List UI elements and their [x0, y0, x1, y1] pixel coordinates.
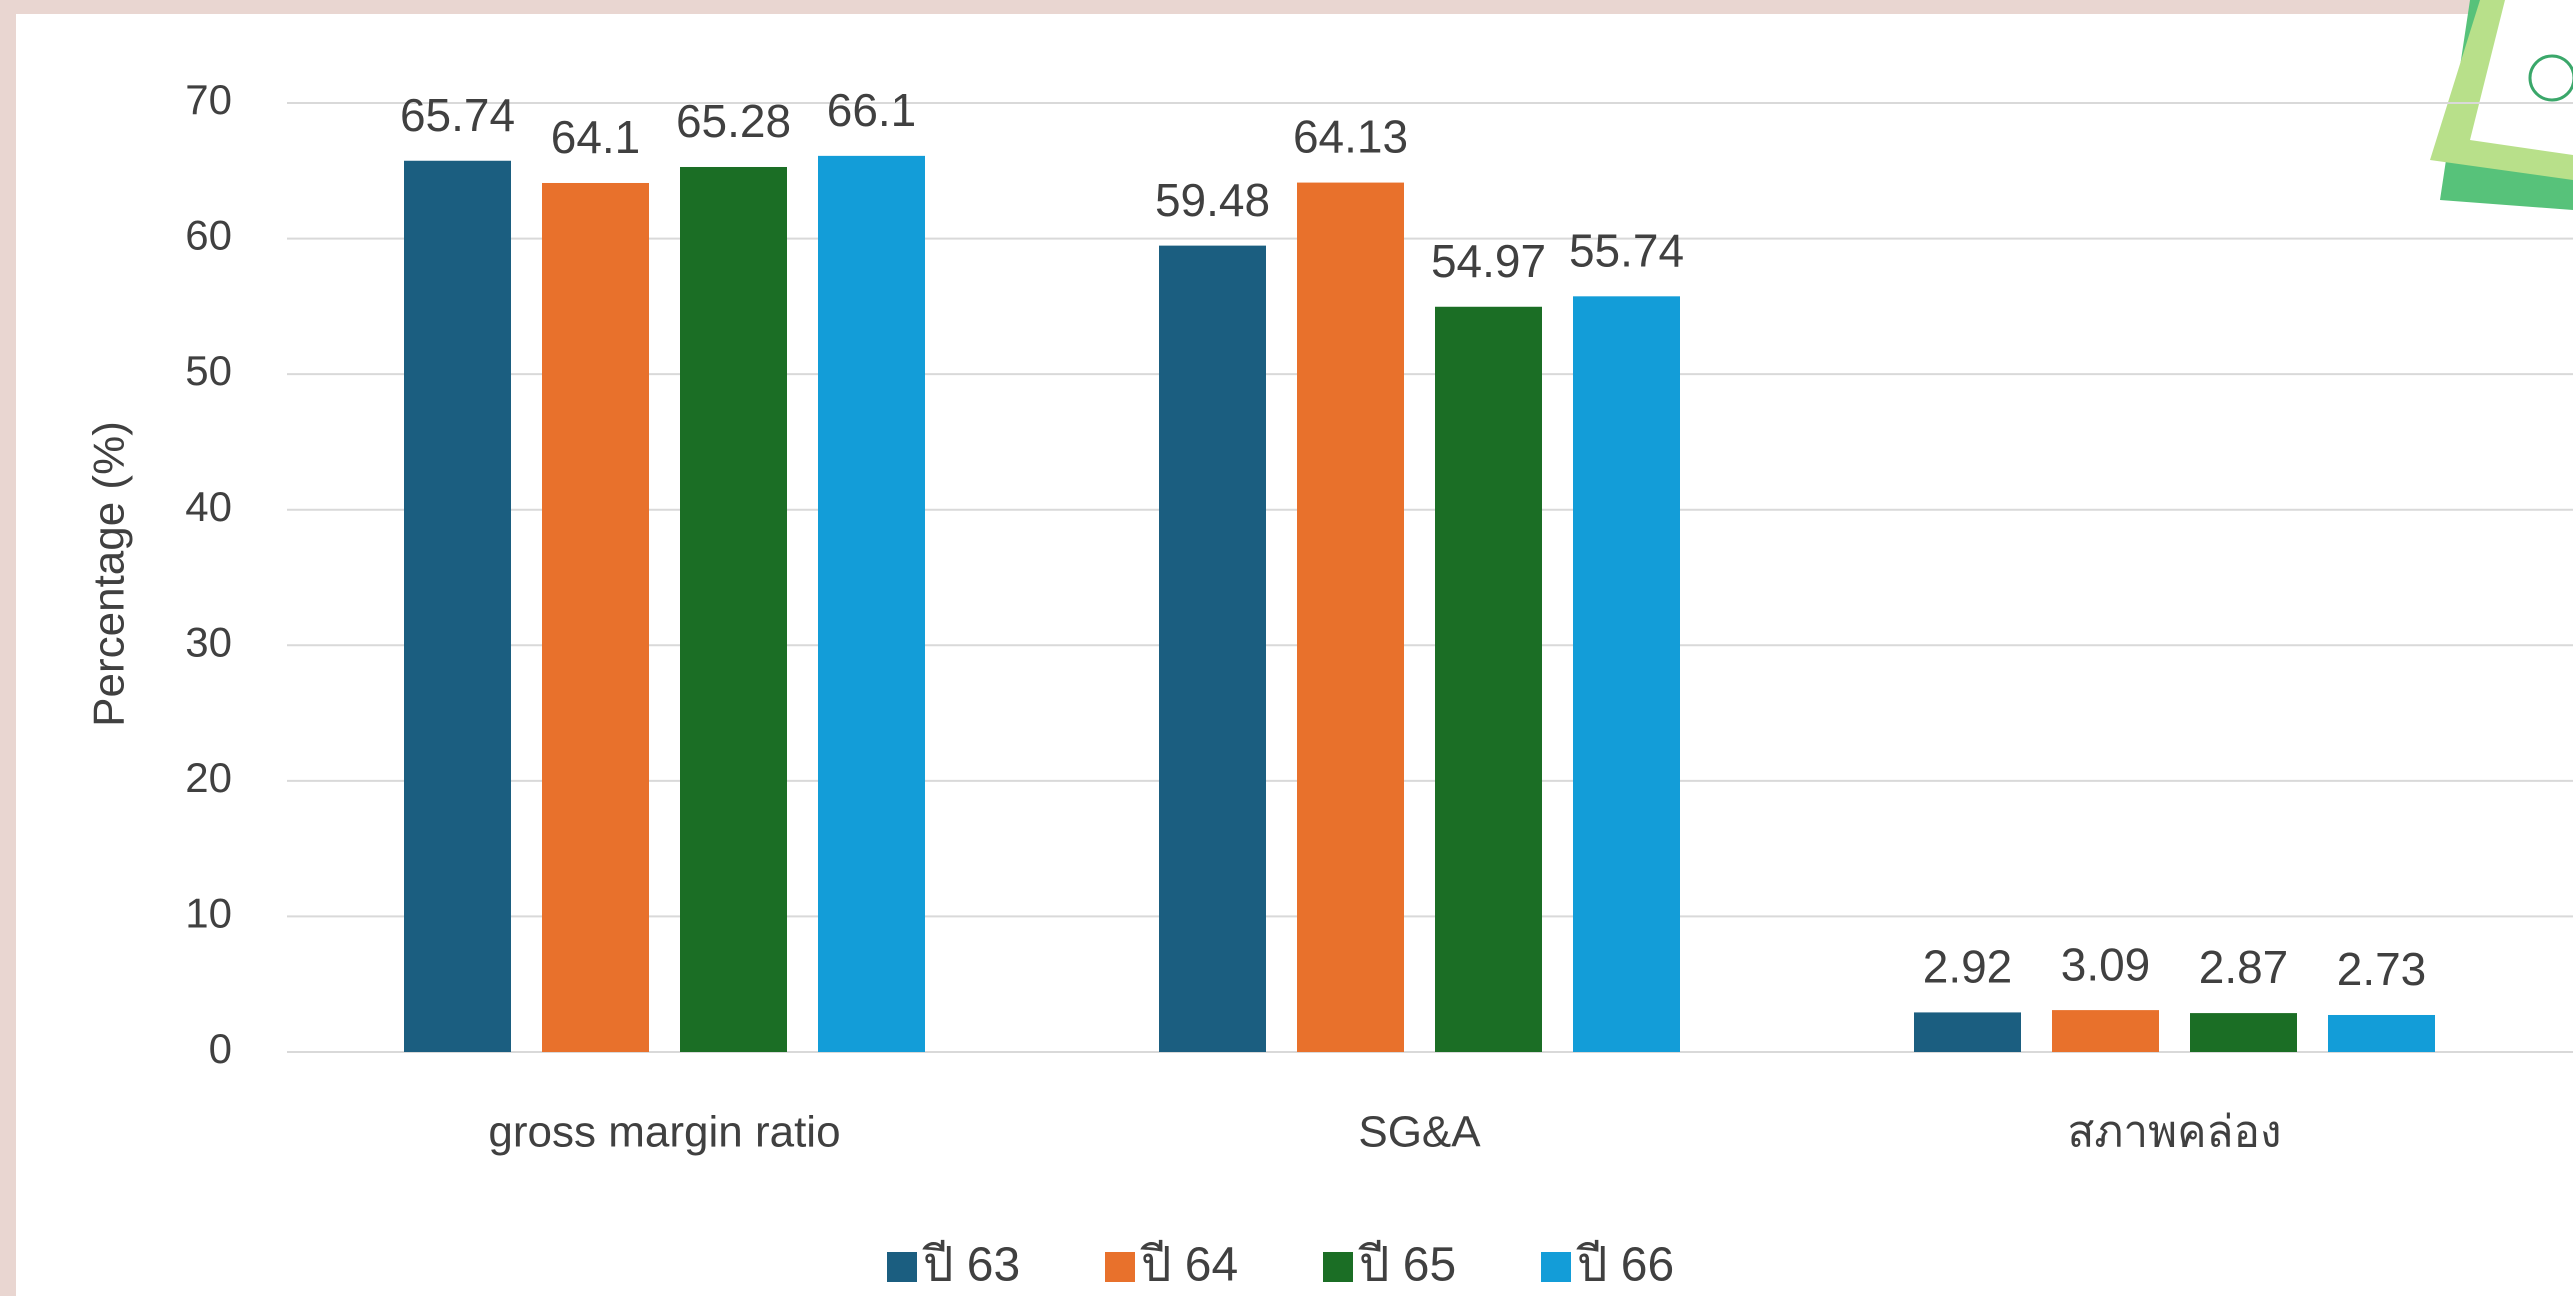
decoration: [2430, 0, 2573, 210]
data-label: 54.97: [1431, 235, 1546, 287]
data-label: 65.74: [400, 89, 515, 141]
data-label: 64.13: [1293, 111, 1408, 163]
data-label: 64.1: [551, 111, 641, 163]
y-tick-label: 50: [185, 347, 232, 394]
bar: [818, 155, 925, 1052]
legend-label: ปี 65: [1358, 1239, 1456, 1292]
bar: [1159, 245, 1266, 1052]
legend-label: ปี 66: [1576, 1239, 1674, 1292]
legend-label: ปี 64: [1140, 1239, 1238, 1292]
y-tick-label: 60: [185, 212, 232, 259]
x-tick-label: SG&A: [1358, 1108, 1481, 1157]
data-label: 59.48: [1155, 174, 1270, 226]
bar: [1297, 182, 1404, 1052]
bar: [2190, 1013, 2297, 1052]
x-tick-label: gross margin ratio: [488, 1108, 840, 1157]
y-tick-label: 20: [185, 754, 232, 801]
data-label: 55.74: [1569, 224, 1684, 276]
deco-icon: [2528, 54, 2573, 102]
y-tick-label: 10: [185, 890, 232, 937]
legend-swatch: [887, 1252, 917, 1282]
bar: [1914, 1012, 2021, 1052]
y-tick-label: 30: [185, 618, 232, 665]
bar: [680, 166, 787, 1052]
legend-swatch: [1541, 1252, 1571, 1282]
data-label: 66.1: [827, 84, 917, 136]
y-axis-title: Percentage (%): [85, 421, 134, 727]
legend-label: ปี 63: [922, 1239, 1020, 1292]
data-label: 65.28: [676, 95, 791, 147]
data-label: 2.87: [2199, 941, 2289, 993]
legend-swatch: [1323, 1252, 1353, 1282]
x-tick-label: สภาพคล่อง: [2068, 1108, 2282, 1157]
bar: [2328, 1014, 2435, 1052]
data-label: 3.09: [2061, 938, 2151, 990]
left-border: [0, 0, 16, 1296]
legend-swatch: [1105, 1252, 1135, 1282]
bar: [1435, 306, 1542, 1052]
y-tick-label: 40: [185, 483, 232, 530]
bar: [542, 182, 649, 1053]
top-border: [0, 0, 2573, 14]
deco-card: [2470, 0, 2573, 155]
bar: [2052, 1010, 2159, 1052]
y-tick-label: 0: [209, 1025, 232, 1072]
bar: [404, 160, 511, 1053]
y-tick-label: 70: [185, 76, 232, 123]
data-label: 2.92: [1923, 941, 2013, 993]
bar: [1573, 296, 1680, 1053]
data-label: 2.73: [2337, 943, 2427, 995]
